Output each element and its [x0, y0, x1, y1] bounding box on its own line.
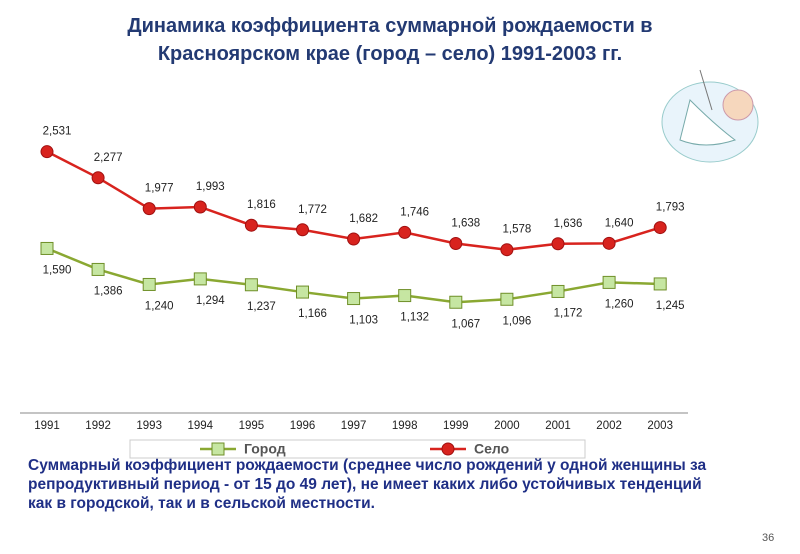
marker: [398, 225, 412, 239]
baby-clipart: [661, 69, 759, 163]
legend-label: Город: [244, 441, 286, 457]
x-tick-label: 1997: [341, 420, 367, 432]
marker: [449, 237, 463, 251]
value-label: 1,638: [451, 218, 480, 230]
value-label: 1,166: [298, 308, 327, 320]
marker: [653, 221, 667, 235]
page-number: 36: [762, 532, 775, 544]
x-tick-label: 2002: [596, 420, 622, 432]
marker: [653, 277, 667, 291]
value-label: 1,067: [451, 318, 480, 330]
marker: [500, 292, 514, 306]
x-tick-label: 1991: [34, 420, 60, 432]
chart-title: Динамика коэффициента суммарной рождаемо…: [127, 15, 653, 65]
x-tick-label: 2001: [545, 420, 571, 432]
x-tick-label: 1993: [136, 420, 162, 432]
value-label: 1,237: [247, 301, 276, 313]
marker: [602, 275, 616, 289]
marker: [551, 284, 565, 298]
marker: [244, 218, 258, 232]
legend-box: [129, 439, 586, 459]
legend-label: Село: [474, 441, 509, 457]
x-tick-label: 2000: [494, 420, 520, 432]
value-label: 1,578: [503, 224, 532, 236]
value-label: 1,977: [145, 183, 174, 195]
note: Суммарный коэффициент рождаемости (средн…: [28, 457, 707, 512]
marker: [296, 223, 309, 237]
marker: [193, 272, 207, 286]
x-tick-label: 2003: [647, 420, 673, 432]
value-label: 1,096: [503, 315, 532, 327]
marker: [91, 262, 105, 276]
marker: [91, 171, 105, 185]
value-label: 1,132: [400, 312, 429, 324]
marker: [193, 200, 207, 214]
marker: [40, 145, 54, 159]
value-label: 1,294: [196, 295, 225, 307]
marker: [449, 295, 463, 309]
value-label: 1,590: [43, 264, 72, 276]
value-label: 1,245: [656, 300, 685, 312]
marker: [347, 232, 361, 246]
x-tick-label: 1992: [85, 420, 111, 432]
marker: [500, 243, 514, 257]
value-label: 1,386: [94, 285, 123, 297]
value-label: 1,103: [349, 315, 378, 327]
value-label: 1,240: [145, 300, 174, 312]
marker: [244, 278, 258, 292]
value-label: 2,277: [94, 152, 123, 164]
value-label: 1,260: [605, 298, 634, 310]
value-label: 1,793: [656, 202, 685, 214]
x-tick-label: 1996: [290, 420, 316, 432]
value-label: 1,746: [400, 206, 429, 218]
marker: [296, 285, 309, 299]
x-tick-label: 1999: [443, 420, 469, 432]
marker: [347, 292, 361, 306]
value-label: 1,636: [554, 218, 583, 230]
marker: [398, 289, 412, 303]
x-tick-label: 1998: [392, 420, 418, 432]
x-tick-label: 1994: [188, 420, 214, 432]
legend-marker: [441, 442, 455, 456]
value-label: 1,640: [605, 217, 634, 229]
x-tick-label: 1995: [239, 420, 265, 432]
marker: [551, 237, 565, 251]
legend-marker: [211, 442, 225, 456]
marker: [142, 202, 156, 216]
value-label: 1,772: [298, 204, 327, 216]
value-label: 1,816: [247, 199, 276, 211]
value-label: 1,172: [554, 307, 583, 319]
value-label: 2,531: [43, 126, 72, 138]
marker: [40, 241, 54, 255]
marker: [142, 277, 156, 291]
value-label: 1,682: [349, 213, 378, 225]
marker: [602, 236, 616, 250]
value-label: 1,993: [196, 181, 225, 193]
